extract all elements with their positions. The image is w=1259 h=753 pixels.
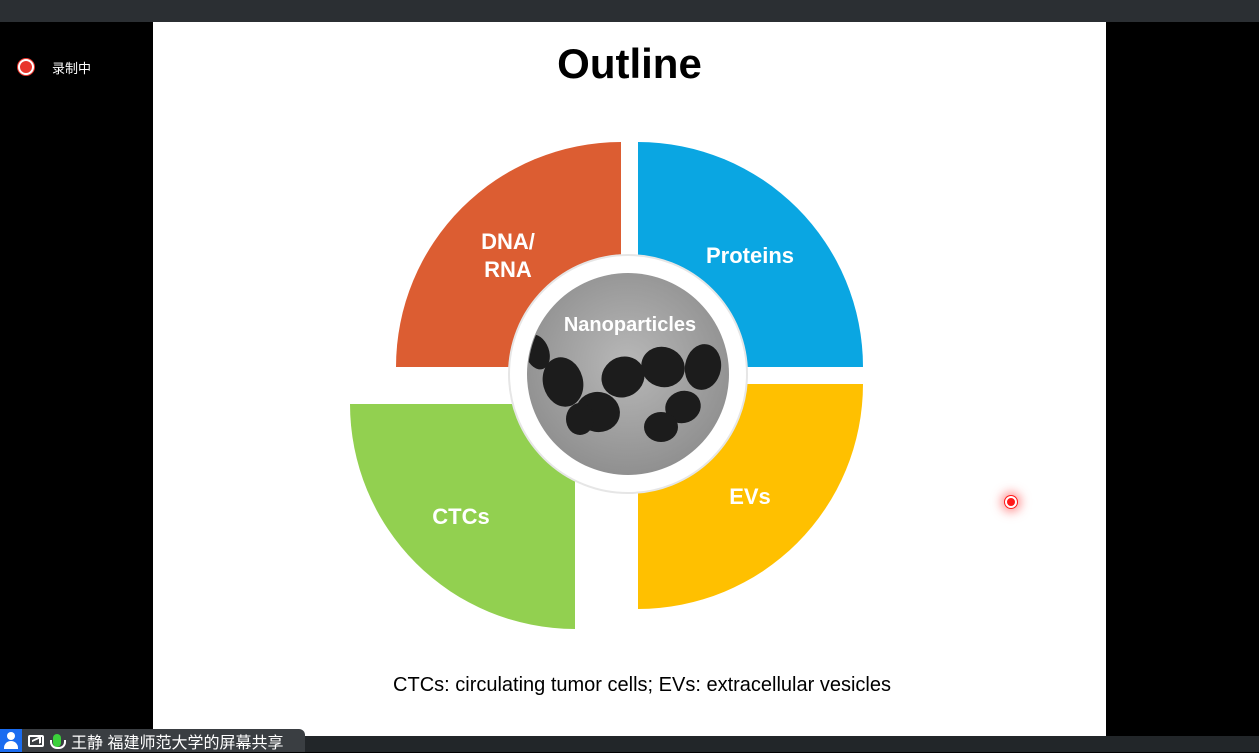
slide-footnote: CTCs: circulating tumor cells; EVs: extr… bbox=[393, 674, 891, 696]
window-top-bar bbox=[0, 0, 1259, 22]
rna-label-line2: RNA bbox=[484, 257, 532, 282]
screen-share-tag[interactable]: 王静 福建师范大学的屏幕共享 bbox=[0, 729, 305, 752]
shared-slide: Outline DNA/ RNA Protei bbox=[153, 22, 1106, 736]
center-ring-shadow bbox=[508, 254, 748, 494]
recording-indicator[interactable]: 录制中 bbox=[18, 57, 91, 77]
microphone-icon[interactable] bbox=[50, 734, 66, 749]
screen-share-label: 王静 福建师范大学的屏幕共享 bbox=[71, 734, 284, 752]
evs-label: EVs bbox=[729, 484, 771, 509]
proteins-label: Proteins bbox=[706, 243, 794, 268]
ctcs-segment bbox=[350, 404, 575, 629]
dna-label-line1: DNA/ bbox=[481, 229, 535, 254]
participant-icon[interactable] bbox=[0, 729, 22, 752]
record-icon bbox=[18, 59, 34, 75]
slide-title: Outline bbox=[557, 40, 702, 87]
laser-pointer-icon bbox=[1005, 496, 1017, 508]
ctcs-label: CTCs bbox=[432, 504, 489, 529]
recording-label: 录制中 bbox=[52, 60, 92, 76]
screen-share-icon[interactable] bbox=[28, 734, 44, 747]
nanoparticles-label: Nanoparticles bbox=[564, 314, 696, 336]
outline-diagram: DNA/ RNA Proteins CTCs EVs Nanoparticles bbox=[350, 142, 863, 629]
window-bottom-bar bbox=[0, 736, 1259, 752]
